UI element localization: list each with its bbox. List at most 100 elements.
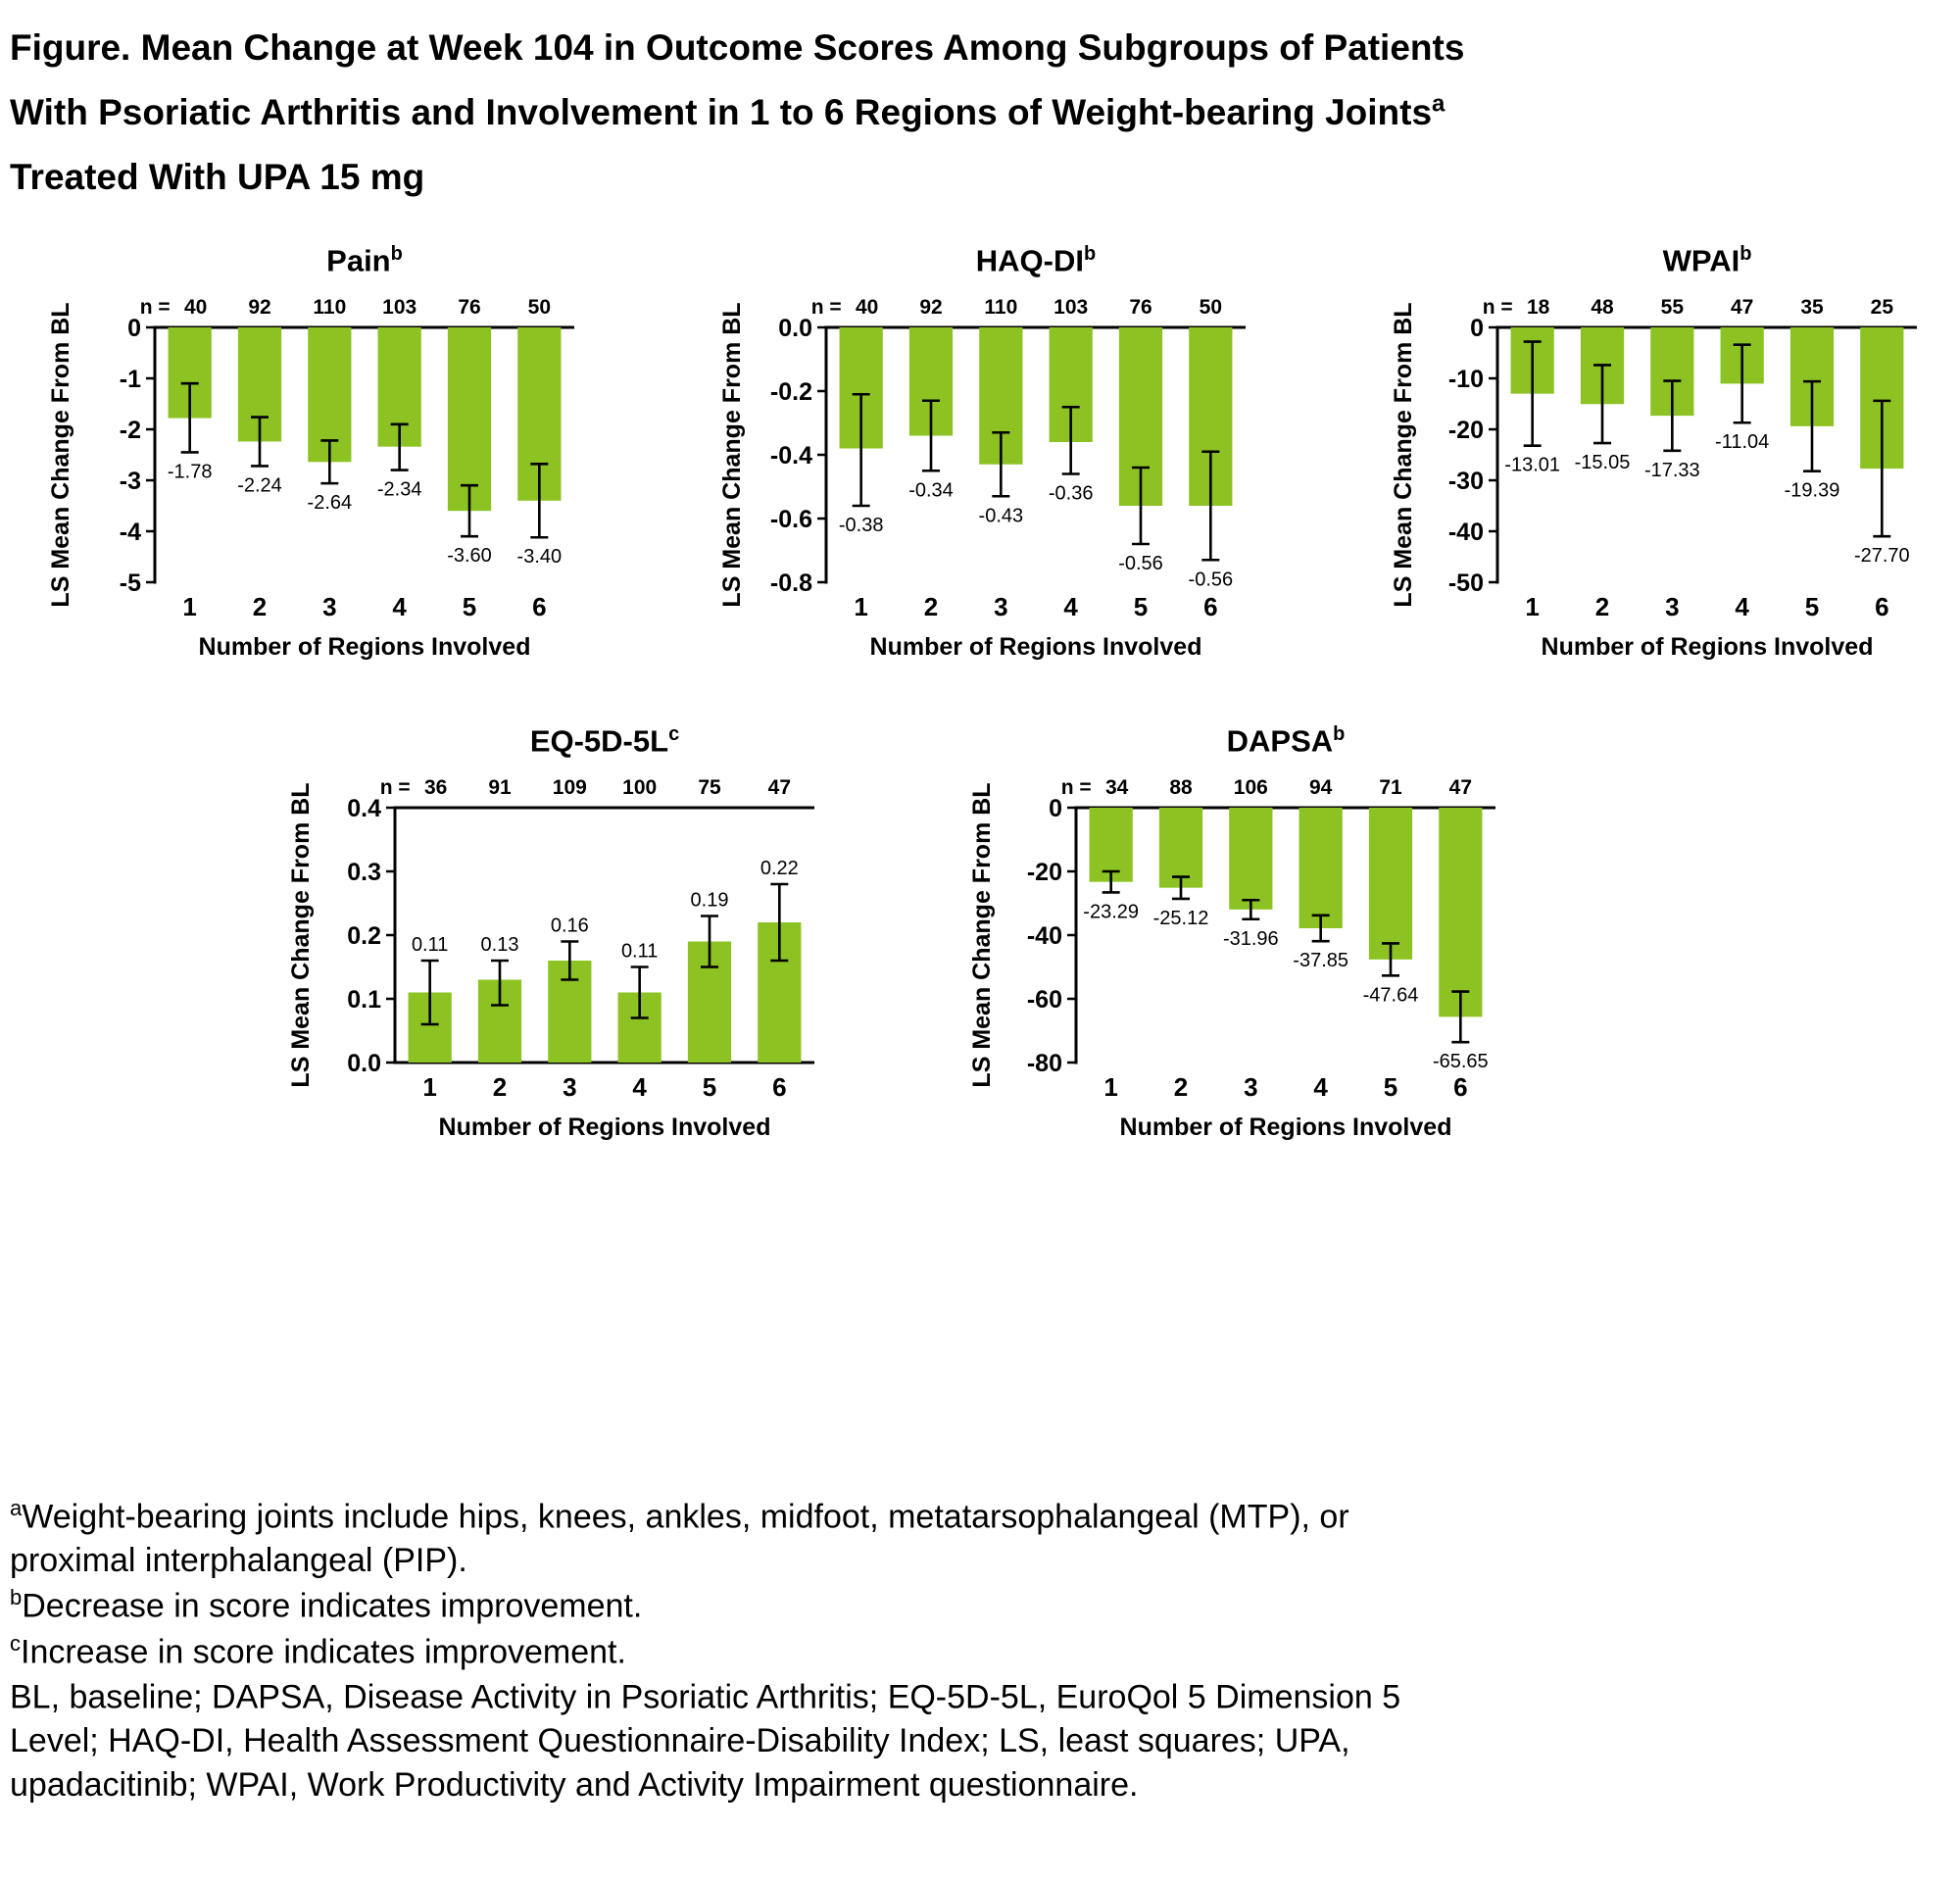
value-label: -17.33 — [1644, 460, 1700, 481]
n-value: 103 — [382, 296, 416, 319]
n-equals-label: n = — [1061, 776, 1092, 799]
n-equals-label: n = — [1483, 296, 1513, 319]
charts-row-1: Painb 0 -1 -2 -3 -4 -5 n = 40 92 110 103 76 50 -1.78 1… — [0, 243, 1960, 672]
x-axis-title: Number of Regions Involved — [1120, 1114, 1452, 1141]
chart-eq5d5l: EQ-5D-5Lc 0.4 0.3 0.2 0.1 0.0 n = 36 91 109 100 75… — [279, 723, 828, 1153]
value-label: -2.24 — [237, 474, 282, 496]
chart-plot-pain: 0 -1 -2 -3 -4 -5 n = 40 92 110 103 76 50 -1.78 1 -2.24 2… — [47, 296, 574, 661]
chart-dapsa-title: DAPSAb — [960, 723, 1509, 759]
footnote-text: BL, baseline; DAPSA, Disease Activity in… — [10, 1678, 1401, 1804]
x-tick-label: 2 — [924, 592, 938, 621]
figure-title-footnote-marker: a — [1432, 90, 1446, 118]
x-axis-title: Number of Regions Involved — [439, 1114, 771, 1141]
value-label: -11.04 — [1715, 431, 1769, 453]
y-tick-label: 0.2 — [347, 922, 381, 950]
n-value: 55 — [1661, 296, 1685, 319]
chart-plot-wpai: 0-10-20-30-40-50n = 18 48 55 47 35 25-13.011-1… — [1390, 296, 1917, 661]
chart-title-text: EQ-5D-5L — [529, 723, 669, 759]
chart-title-footnote-marker: b — [1084, 242, 1097, 265]
y-tick-label: -1 — [120, 366, 141, 393]
n-value: 40 — [856, 296, 878, 319]
x-tick-label: 6 — [1453, 1072, 1467, 1102]
y-axis-title: LS Mean Change From BL — [47, 302, 74, 607]
charts-row-2: EQ-5D-5Lc 0.4 0.3 0.2 0.1 0.0 n = 36 91 109 100 75… — [0, 723, 1960, 1153]
y-tick-label: 0.4 — [347, 795, 381, 822]
y-tick-label: 0.3 — [347, 859, 381, 886]
value-label: -23.29 — [1083, 902, 1139, 923]
footnote-text: Increase in score indicates improvement. — [21, 1632, 626, 1670]
footnote-text: Weight-bearing joints include hips, knee… — [10, 1498, 1349, 1580]
x-tick-label: 1 — [854, 592, 867, 621]
footnote-marker: a — [10, 1496, 23, 1521]
value-label: 0.13 — [481, 934, 519, 956]
x-tick-label: 4 — [1735, 592, 1749, 621]
value-label: -0.36 — [1049, 482, 1094, 504]
x-tick-label: 4 — [632, 1072, 647, 1102]
x-tick-label: 1 — [182, 592, 196, 621]
n-value: 50 — [528, 296, 551, 319]
chart-pain-svg: 0 -1 -2 -3 -4 -5 n = 40 92 110 103 76 50 -1.78 1 -2.24 2… — [47, 296, 574, 661]
n-value: 35 — [1800, 296, 1824, 319]
chart-title-text: HAQ-DI — [975, 242, 1084, 277]
value-label: 0.11 — [621, 941, 658, 963]
n-value: 94 — [1309, 776, 1333, 799]
chart-pain: Painb 0 -1 -2 -3 -4 -5 n = 40 92 110 103 76 50 -1.78 1… — [39, 243, 588, 672]
chart-eq5d5l-title: EQ-5D-5Lc — [279, 723, 828, 759]
x-tick-label: 2 — [493, 1072, 507, 1102]
x-tick-label: 4 — [1063, 592, 1078, 621]
n-value: 76 — [1129, 296, 1152, 319]
x-tick-label: 5 — [703, 1072, 716, 1102]
y-tick-label: 0 — [1049, 795, 1062, 822]
n-value: 47 — [768, 776, 791, 799]
footnote-text: Decrease in score indicates improvement. — [22, 1587, 643, 1625]
figure-title: Figure. Mean Change at Week 104 in Outco… — [0, 0, 1960, 210]
value-label: 0.16 — [551, 916, 589, 937]
y-tick-label: -2 — [120, 417, 141, 444]
y-axis-title: LS Mean Change From BL — [287, 783, 315, 1088]
bar — [1158, 808, 1203, 888]
y-tick-label: -40 — [1448, 519, 1484, 546]
y-tick-label: -80 — [1027, 1050, 1062, 1077]
chart-pain-title: Painb — [39, 243, 588, 278]
y-tick-label: -4 — [120, 519, 141, 546]
value-label: -0.43 — [979, 505, 1024, 526]
y-tick-label: -50 — [1448, 569, 1484, 597]
n-value: 106 — [1234, 776, 1268, 799]
chart-haqdi-svg: 0.0 -0.2 -0.4 -0.6 -0.8 n = 40 92 110 103 76 50 -0.3… — [718, 296, 1246, 661]
bar — [1368, 808, 1413, 961]
chart-title-text: Pain — [326, 242, 391, 277]
x-axis-title: Number of Regions Involved — [870, 633, 1202, 661]
x-tick-label: 5 — [1384, 1072, 1397, 1102]
n-value: 40 — [184, 296, 207, 319]
value-label: 0.11 — [412, 934, 448, 956]
footnote-abbreviations: BL, baseline; DAPSA, Disease Activity in… — [10, 1674, 1460, 1807]
x-tick-label: 1 — [1103, 1072, 1117, 1102]
n-value: 47 — [1449, 776, 1472, 799]
footnote-marker: b — [10, 1585, 23, 1610]
value-label: -2.34 — [377, 479, 422, 501]
x-tick-label: 4 — [1313, 1072, 1328, 1102]
value-label: -25.12 — [1153, 908, 1209, 929]
value-label: -0.56 — [1118, 553, 1163, 574]
value-label: -0.34 — [908, 479, 954, 501]
chart-title-text: DAPSA — [1226, 723, 1334, 759]
value-label: -47.64 — [1363, 985, 1419, 1007]
x-tick-label: 1 — [1525, 592, 1539, 621]
value-label: -13.01 — [1504, 455, 1560, 476]
x-tick-label: 6 — [532, 592, 546, 621]
chart-dapsa-svg: 0-20-40-60-80n = 34 88 106 94 71 47-23.291-25.… — [968, 776, 1495, 1141]
y-tick-label: -0.4 — [770, 442, 812, 470]
n-value: 92 — [919, 296, 942, 319]
y-tick-label: -0.8 — [770, 569, 812, 597]
chart-wpai-title: WPAIb — [1382, 243, 1931, 278]
x-tick-label: 6 — [1203, 592, 1217, 621]
y-tick-label: -10 — [1448, 366, 1484, 393]
n-value: 71 — [1379, 776, 1402, 799]
chart-haqdi-title: HAQ-DIb — [710, 243, 1259, 278]
n-value: 109 — [553, 776, 587, 799]
x-tick-label: 3 — [322, 592, 336, 621]
chart-title-footnote-marker: b — [390, 242, 403, 265]
n-value: 103 — [1054, 296, 1088, 319]
x-tick-label: 6 — [1875, 592, 1888, 621]
n-value: 75 — [698, 776, 721, 799]
